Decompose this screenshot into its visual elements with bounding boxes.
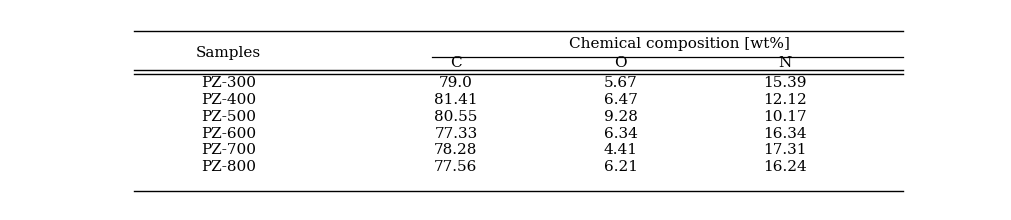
Text: 17.31: 17.31	[763, 143, 806, 158]
Text: 9.28: 9.28	[604, 110, 637, 124]
Text: 77.56: 77.56	[434, 160, 477, 174]
Text: N: N	[777, 57, 792, 70]
Text: Chemical composition [wt%]: Chemical composition [wt%]	[568, 37, 790, 51]
Text: 78.28: 78.28	[434, 143, 477, 158]
Text: C: C	[450, 57, 461, 70]
Text: 10.17: 10.17	[762, 110, 807, 124]
Text: Samples: Samples	[196, 46, 261, 60]
Text: 81.41: 81.41	[434, 93, 477, 107]
Text: 6.47: 6.47	[604, 93, 637, 107]
Text: 77.33: 77.33	[434, 127, 477, 141]
Text: 6.21: 6.21	[603, 160, 637, 174]
Text: 79.0: 79.0	[439, 77, 472, 90]
Text: 5.67: 5.67	[604, 77, 637, 90]
Text: 15.39: 15.39	[763, 77, 806, 90]
Text: 6.34: 6.34	[604, 127, 637, 141]
Text: PZ-400: PZ-400	[201, 93, 256, 107]
Text: 80.55: 80.55	[434, 110, 477, 124]
Text: PZ-300: PZ-300	[201, 77, 256, 90]
Text: PZ-500: PZ-500	[201, 110, 256, 124]
Text: 12.12: 12.12	[762, 93, 807, 107]
Text: O: O	[614, 57, 626, 70]
Text: 16.34: 16.34	[762, 127, 807, 141]
Text: PZ-600: PZ-600	[201, 127, 256, 141]
Text: 4.41: 4.41	[603, 143, 637, 158]
Text: 16.24: 16.24	[762, 160, 807, 174]
Text: PZ-800: PZ-800	[201, 160, 256, 174]
Text: PZ-700: PZ-700	[201, 143, 256, 158]
